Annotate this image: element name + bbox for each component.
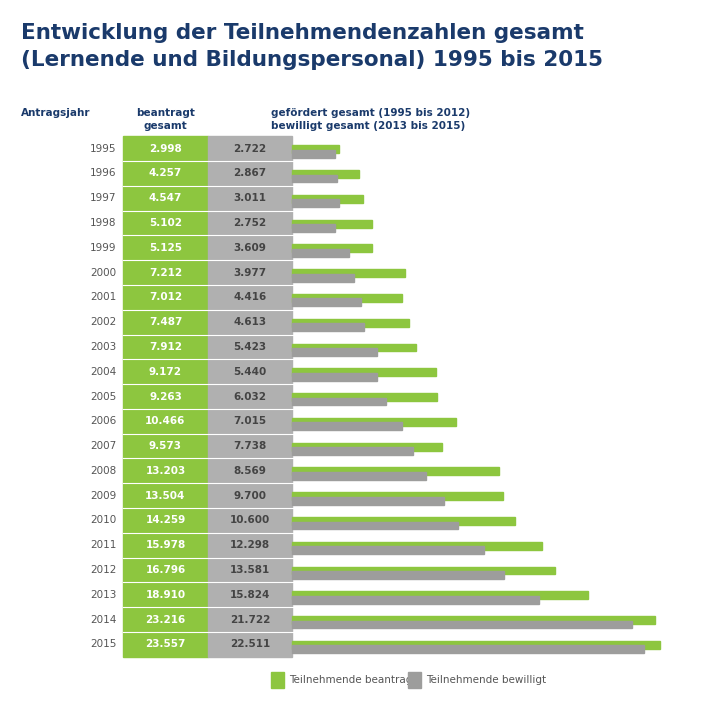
Text: 7.015: 7.015 (233, 416, 267, 426)
Text: 7.212: 7.212 (149, 268, 182, 278)
Text: 3.609: 3.609 (234, 243, 266, 253)
Bar (292, 224, 335, 232)
Text: 13.581: 13.581 (230, 565, 270, 575)
Text: 2.752: 2.752 (233, 218, 267, 228)
Bar (292, 249, 348, 257)
Text: 15.824: 15.824 (230, 590, 270, 600)
Text: 7.912: 7.912 (149, 342, 182, 352)
Text: 9.172: 9.172 (149, 367, 182, 377)
Text: 12.298: 12.298 (230, 540, 270, 550)
Text: 7.487: 7.487 (149, 317, 182, 327)
Bar (292, 567, 555, 574)
Text: 10.600: 10.600 (230, 515, 270, 525)
Bar (292, 467, 498, 475)
Text: 4.416: 4.416 (233, 293, 267, 302)
Text: 4.547: 4.547 (149, 193, 182, 203)
Text: 1995: 1995 (89, 143, 116, 153)
Bar (292, 443, 442, 451)
Text: 2010: 2010 (90, 515, 116, 525)
Text: 22.511: 22.511 (230, 640, 270, 650)
Bar (292, 641, 660, 649)
Bar (292, 422, 402, 430)
Text: 8.569: 8.569 (234, 466, 266, 476)
Text: 2003: 2003 (90, 342, 116, 352)
Text: 15.978: 15.978 (145, 540, 186, 550)
Text: Antragsjahr: Antragsjahr (21, 108, 91, 118)
Text: 2009: 2009 (90, 491, 116, 501)
Text: 3.977: 3.977 (233, 268, 267, 278)
Bar (292, 645, 644, 653)
Text: 2.722: 2.722 (233, 143, 267, 153)
Bar (292, 170, 359, 178)
Bar (292, 472, 426, 480)
Text: 23.557: 23.557 (145, 640, 186, 650)
Text: 7.738: 7.738 (233, 441, 267, 451)
Bar (292, 344, 416, 351)
Text: 13.504: 13.504 (145, 491, 186, 501)
Text: 2008: 2008 (90, 466, 116, 476)
Text: 13.203: 13.203 (145, 466, 186, 476)
Text: 16.796: 16.796 (145, 565, 186, 575)
Text: 4.613: 4.613 (233, 317, 267, 327)
Text: 2011: 2011 (90, 540, 116, 550)
Text: gefördert gesamt (1995 bis 2012)
bewilligt gesamt (2013 bis 2015): gefördert gesamt (1995 bis 2012) bewilli… (271, 108, 470, 131)
Text: 2004: 2004 (90, 367, 116, 377)
Bar (292, 393, 437, 401)
Text: 9.573: 9.573 (149, 441, 182, 451)
Text: 6.032: 6.032 (234, 391, 266, 402)
Text: 1998: 1998 (89, 218, 116, 228)
Bar (292, 294, 402, 302)
Text: 2001: 2001 (90, 293, 116, 302)
Text: 2012: 2012 (90, 565, 116, 575)
Text: 5.102: 5.102 (149, 218, 182, 228)
Bar (271, 672, 284, 688)
Bar (292, 319, 409, 327)
Text: 2014: 2014 (90, 615, 116, 625)
Bar (292, 219, 372, 227)
Bar (292, 368, 436, 376)
Bar (292, 323, 364, 331)
Bar (292, 418, 455, 426)
Bar (292, 621, 631, 628)
Bar (292, 175, 337, 182)
Text: (Lernende und Bildungspersonal) 1995 bis 2015: (Lernende und Bildungspersonal) 1995 bis… (21, 50, 603, 70)
Text: 2002: 2002 (90, 317, 116, 327)
Bar (292, 348, 377, 356)
Text: 1997: 1997 (89, 193, 116, 203)
Bar (408, 672, 421, 688)
Text: 10.466: 10.466 (145, 416, 186, 426)
Bar (292, 447, 413, 455)
Text: beantragt
gesamt: beantragt gesamt (136, 108, 195, 131)
Bar (292, 596, 539, 604)
Text: 23.216: 23.216 (145, 615, 186, 625)
Text: 7.012: 7.012 (149, 293, 182, 302)
Bar (292, 195, 363, 203)
Text: Teilnehmende beantragt: Teilnehmende beantragt (289, 675, 416, 685)
Bar (292, 522, 458, 530)
Text: 5.125: 5.125 (149, 243, 182, 253)
Text: 2015: 2015 (90, 640, 116, 650)
Text: 4.257: 4.257 (149, 168, 182, 178)
Text: 21.722: 21.722 (230, 615, 270, 625)
Text: 2.998: 2.998 (149, 143, 182, 153)
Text: 9.700: 9.700 (234, 491, 266, 501)
Bar (292, 269, 405, 277)
Text: Teilnehmende bewilligt: Teilnehmende bewilligt (426, 675, 546, 685)
Text: 5.440: 5.440 (233, 367, 267, 377)
Text: 2005: 2005 (90, 391, 116, 402)
Text: 5.423: 5.423 (233, 342, 267, 352)
Text: 2000: 2000 (90, 268, 116, 278)
Bar (292, 200, 339, 207)
Bar (292, 517, 515, 525)
Text: 2006: 2006 (90, 416, 116, 426)
Text: 2.867: 2.867 (233, 168, 267, 178)
Bar (292, 591, 588, 599)
Bar (292, 273, 354, 282)
Text: 2013: 2013 (90, 590, 116, 600)
Text: 1996: 1996 (89, 168, 116, 178)
Text: 2007: 2007 (90, 441, 116, 451)
Text: 18.910: 18.910 (146, 590, 185, 600)
Bar (292, 146, 339, 153)
Bar (292, 542, 542, 550)
Text: 14.259: 14.259 (145, 515, 186, 525)
